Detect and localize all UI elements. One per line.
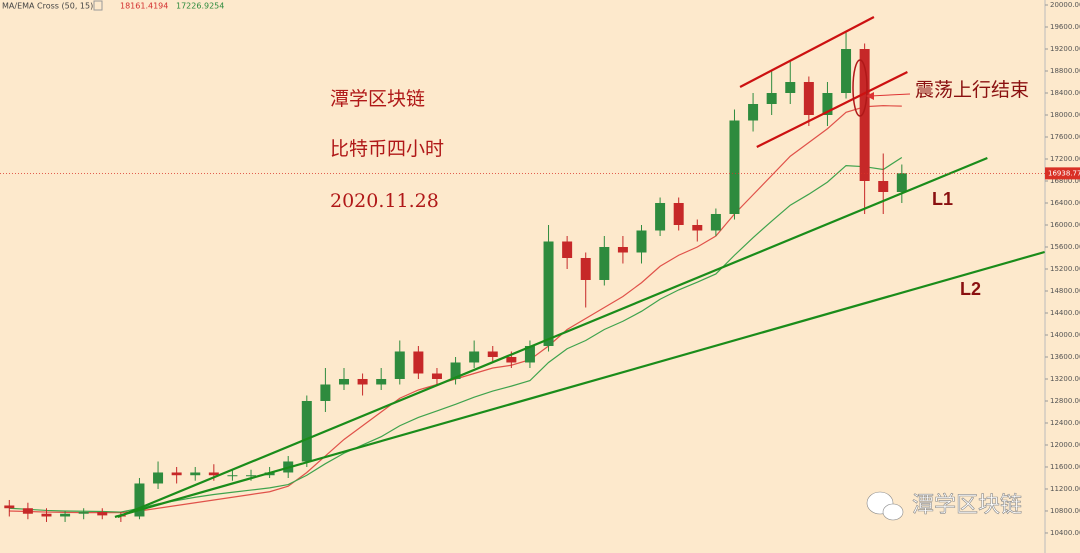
y-tick-label: 14400.00 — [1050, 309, 1080, 317]
candle-body — [506, 356, 517, 363]
icon — [93, 0, 103, 11]
y-tick-label: 16000.00 — [1050, 221, 1080, 229]
candle-body — [338, 378, 349, 385]
last-price-box — [1045, 167, 1080, 180]
trend-label: L2 — [960, 279, 981, 299]
candle-body — [208, 472, 219, 476]
candle-body — [469, 351, 480, 363]
y-tick-label: 13600.00 — [1050, 353, 1080, 361]
highlight-ellipse — [852, 59, 868, 117]
y-tick-label: 13200.00 — [1050, 375, 1080, 383]
candle-body — [320, 384, 331, 401]
y-tick-label: 16800.00 — [1050, 177, 1080, 185]
y-tick-label: 18400.00 — [1050, 89, 1080, 97]
candle-body — [413, 351, 424, 374]
trend-line — [756, 71, 908, 148]
arrow-head — [866, 92, 874, 100]
candle-body — [153, 472, 164, 484]
annotation: 潭学区块链 — [330, 88, 425, 110]
candle-body — [580, 257, 591, 280]
y-tick-label: 12000.00 — [1050, 441, 1080, 449]
candle-body — [710, 213, 721, 231]
y-tick-label: 17200.00 — [1050, 155, 1080, 163]
y-tick-label: 11600.00 — [1050, 463, 1080, 471]
candle-body — [301, 400, 312, 462]
candle-body — [785, 82, 796, 94]
candle-body — [878, 180, 889, 192]
trend-line — [739, 16, 875, 88]
candle-body — [4, 505, 15, 509]
candle-body — [748, 104, 759, 121]
y-tick-label: 20000.00 — [1050, 1, 1080, 9]
ema-value: 17226.9254 — [176, 2, 224, 11]
candle-body — [246, 475, 257, 477]
candle-body — [97, 512, 108, 516]
y-tick-label: 16400.00 — [1050, 199, 1080, 207]
y-tick-label: 14000.00 — [1050, 331, 1080, 339]
y-tick-label: 17600.00 — [1050, 133, 1080, 141]
candle-body — [171, 472, 182, 476]
ma-value: 18161.4194 — [120, 2, 168, 11]
y-tick-label: 12800.00 — [1050, 397, 1080, 405]
candle-body — [22, 508, 33, 514]
y-tick-label: 14800.00 — [1050, 287, 1080, 295]
candle-body — [841, 49, 852, 94]
y-tick-label: 15200.00 — [1050, 265, 1080, 273]
candle-body — [450, 362, 461, 379]
trend-line — [117, 156, 988, 518]
y-tick-label: 19600.00 — [1050, 23, 1080, 31]
candle-body — [487, 351, 498, 357]
annotation: 2020.11.28 — [330, 190, 439, 212]
candle-body — [78, 512, 89, 514]
trend-line — [114, 250, 1045, 519]
candle-body — [543, 241, 554, 346]
candle-body — [357, 378, 368, 385]
candle-body — [134, 483, 145, 517]
candle-body — [617, 246, 628, 253]
candle-body — [41, 513, 52, 517]
candle-body — [859, 49, 870, 181]
y-tick-label: 11200.00 — [1050, 485, 1080, 493]
candle-body — [803, 82, 814, 115]
candle-body — [524, 345, 535, 363]
axis-background — [1045, 0, 1080, 553]
candle-body — [562, 241, 573, 258]
candle-body — [394, 351, 405, 379]
candle-body — [599, 246, 610, 280]
candle-body — [692, 224, 703, 231]
candle-body — [431, 373, 442, 379]
candle-body — [766, 93, 777, 105]
trend-label: L1 — [932, 189, 953, 209]
annotation: 震荡上行结束 — [915, 79, 1029, 101]
y-tick-label: 10400.00 — [1050, 529, 1080, 537]
y-tick-label: 10800.00 — [1050, 507, 1080, 515]
candle-body — [896, 173, 907, 192]
y-tick-label: 12400.00 — [1050, 419, 1080, 427]
candle-body — [729, 120, 740, 214]
y-tick-label: 19200.00 — [1050, 45, 1080, 53]
candle-body — [190, 472, 201, 476]
candle-body — [227, 475, 238, 477]
annotation: 比特币四小时 — [330, 138, 444, 160]
last-price-label: 16938.77 — [1048, 169, 1080, 177]
candle-body — [655, 202, 666, 231]
candle-body — [60, 513, 71, 517]
watermark-icon — [866, 491, 904, 521]
candle-body — [673, 202, 684, 225]
candle-body — [822, 93, 833, 115]
y-tick-label: 18000.00 — [1050, 111, 1080, 119]
y-tick-label: 18800.00 — [1050, 67, 1080, 75]
indicator-name: MA/EMA Cross (50, 15) — [2, 2, 93, 11]
watermark: 潭学区块链 — [912, 493, 1022, 518]
candle-body — [376, 378, 387, 385]
y-tick-label: 15600.00 — [1050, 243, 1080, 251]
candle-body — [636, 230, 647, 253]
arrow — [869, 93, 911, 97]
